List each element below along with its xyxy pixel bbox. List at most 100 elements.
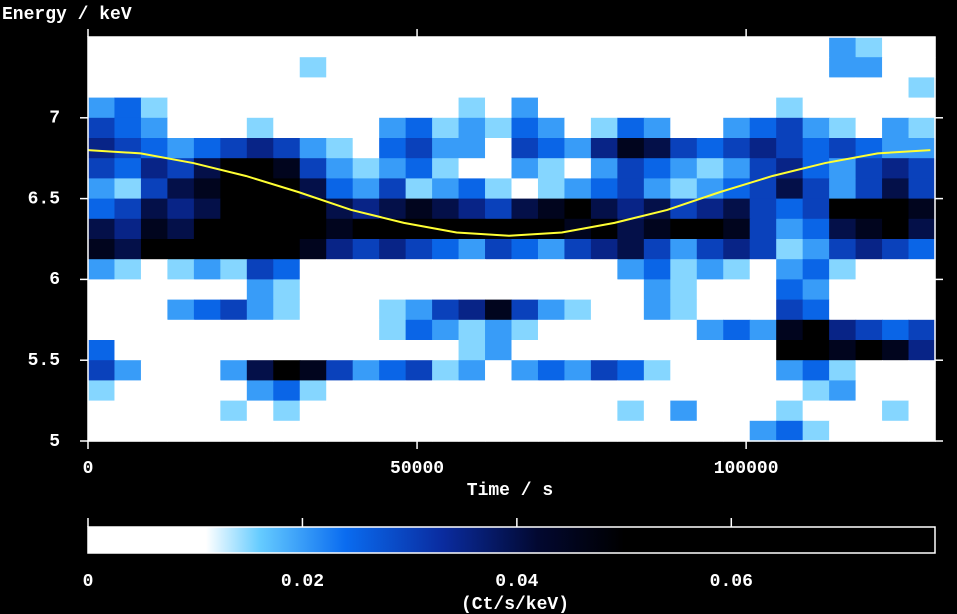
heatmap-cell [405,420,433,442]
heatmap-cell [564,77,592,99]
heatmap-cell [167,360,195,381]
heatmap-cell [114,239,142,260]
heatmap-cell [140,259,169,280]
heatmap-cell [458,117,486,139]
heatmap-cell [299,218,327,240]
heatmap-cell [882,259,910,280]
heatmap-cell [193,178,221,200]
heatmap-cell [140,340,169,361]
heatmap-cell [802,380,830,402]
y-tick-label: 6.5 [28,189,60,209]
heatmap-cell [723,259,751,280]
heatmap-cell [802,400,830,422]
heatmap-cell [326,218,354,240]
heatmap-cell [670,239,698,260]
heatmap-cell [564,259,592,280]
heatmap-cell [537,360,566,381]
heatmap-cell [326,178,354,200]
heatmap-cell [167,97,195,119]
heatmap-cell [352,198,380,220]
heatmap-cell [299,239,327,260]
heatmap-cell [829,77,857,99]
heatmap-cell [88,97,116,119]
heatmap-cell [220,97,248,119]
heatmap-cell [776,420,804,442]
heatmap-cell [670,340,698,361]
heatmap-cell [379,158,407,179]
heatmap-cell [326,138,354,159]
heatmap-cell [776,57,804,78]
heatmap-cell [88,77,116,99]
heatmap-cell [511,420,539,442]
heatmap-cell [140,299,169,321]
heatmap-cell [485,380,513,402]
heatmap-cell [749,37,777,58]
heatmap-cell [908,420,936,442]
heatmap-cell [590,279,618,301]
heatmap-cell [432,117,460,139]
heatmap-cell [193,198,221,220]
heatmap-cell [511,77,539,99]
heatmap-cell [485,319,513,341]
x-tick-label: 0 [83,459,94,479]
heatmap-cell [273,380,301,402]
heatmap-cell [908,158,936,179]
heatmap-cell [405,178,433,200]
heatmap-cell [167,198,195,220]
heatmap-cell [326,158,354,179]
heatmap-cell [882,57,910,78]
heatmap-cell [352,299,380,321]
heatmap-cell [88,360,116,381]
heatmap-cell [167,279,195,301]
heatmap-cell [220,279,248,301]
heatmap-cell [352,360,380,381]
heatmap-cell [193,37,221,58]
heatmap-cell [220,299,248,321]
heatmap-cell [273,117,301,139]
heatmap-cell [485,97,513,119]
heatmap-cell [352,117,380,139]
y-tick-label: 6 [49,270,60,290]
heatmap-cell [140,279,169,301]
heatmap-cell [379,198,407,220]
heatmap-cell [88,138,116,159]
heatmap-cell [458,239,486,260]
heatmap-cell [723,57,751,78]
heatmap-cell [564,198,592,220]
heatmap-cell [670,138,698,159]
heatmap-cell [882,77,910,99]
heatmap-cell [617,420,645,442]
heatmap-cell [723,420,751,442]
heatmap-cell [802,77,830,99]
heatmap-cell [326,279,354,301]
heatmap-cell [379,218,407,240]
heatmap-cell [432,259,460,280]
heatmap-cell [352,400,380,422]
heatmap-cell [167,380,195,402]
heatmap-cell [564,158,592,179]
heatmap-cell [88,299,116,321]
heatmap-cell [326,420,354,442]
heatmap-cell [88,380,116,402]
heatmap-cell [88,158,116,179]
heatmap-cell [670,158,698,179]
heatmap-cell [167,178,195,200]
heatmap-cell [352,239,380,260]
heatmap-cell [352,178,380,200]
heatmap-cell [273,360,301,381]
heatmap-cell [485,400,513,422]
heatmap-cell [670,198,698,220]
heatmap-cell [749,218,777,240]
heatmap-cell [485,259,513,280]
heatmap-cell [511,340,539,361]
heatmap-cell [405,117,433,139]
y-tick-label: 7 [49,109,60,129]
heatmap-cell [140,218,169,240]
heatmap-cell [590,198,618,220]
heatmap-cell [405,279,433,301]
heatmap-cell [590,138,618,159]
heatmap-cell [643,279,671,301]
heatmap-cell [537,400,566,422]
heatmap-cell [220,319,248,341]
